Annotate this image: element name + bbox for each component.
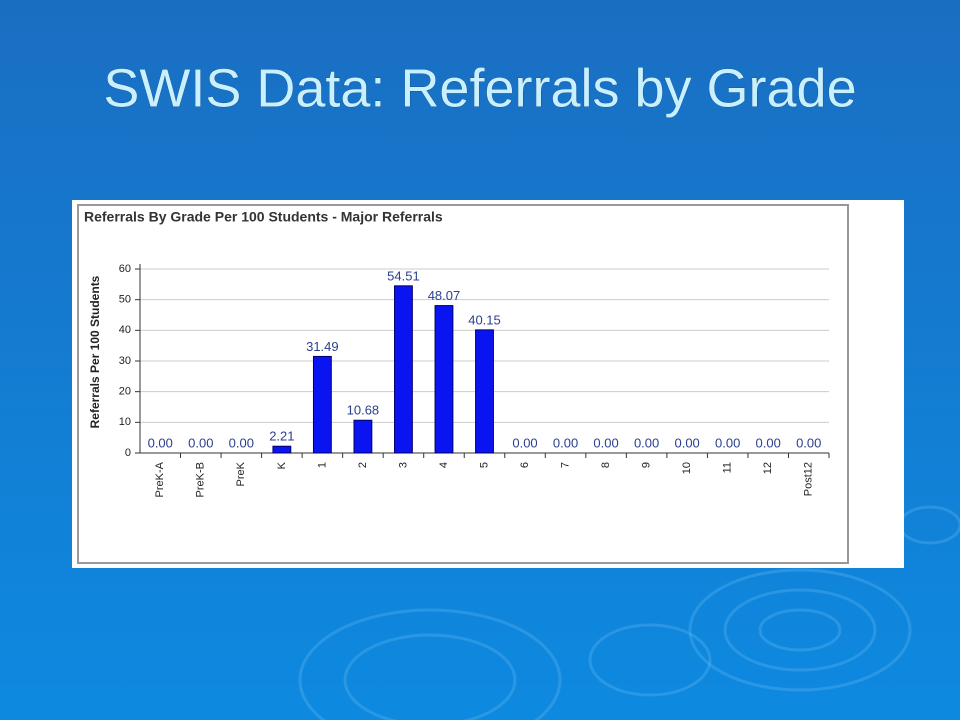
value-label: 0.00 bbox=[593, 435, 618, 450]
value-label: 31.49 bbox=[306, 339, 339, 354]
x-tick-label: 9 bbox=[641, 462, 653, 468]
value-label: 0.00 bbox=[715, 435, 740, 450]
slide-title: SWIS Data: Referrals by Grade bbox=[103, 58, 856, 118]
ripples bbox=[298, 505, 960, 725]
bar bbox=[394, 285, 413, 454]
x-tick-label: 5 bbox=[478, 462, 490, 468]
y-tick-label: 40 bbox=[119, 324, 131, 336]
value-label: 54.51 bbox=[387, 268, 420, 283]
value-label: 0.00 bbox=[148, 435, 173, 450]
y-tick-label: 10 bbox=[119, 416, 131, 428]
bar bbox=[272, 445, 292, 454]
value-label: 0.00 bbox=[674, 435, 699, 450]
value-label: 0.00 bbox=[188, 435, 213, 450]
x-tick-label: 10 bbox=[681, 462, 693, 474]
y-axis-label: Referrals Per 100 Students bbox=[88, 275, 102, 428]
bar bbox=[353, 419, 373, 454]
value-label: 0.00 bbox=[796, 435, 821, 450]
value-label: 10.68 bbox=[347, 403, 380, 418]
value-label: 0.00 bbox=[229, 435, 254, 450]
x-tick-label: PreK-B bbox=[195, 462, 207, 497]
x-tick-label: 7 bbox=[559, 462, 571, 468]
value-label: 0.00 bbox=[553, 435, 578, 450]
x-tick-label: K bbox=[276, 461, 288, 469]
value-label: 0.00 bbox=[634, 435, 659, 450]
x-tick-label: 11 bbox=[722, 462, 734, 473]
chart-frame bbox=[77, 204, 849, 564]
x-tick-label: 3 bbox=[397, 462, 409, 468]
x-tick-label: 8 bbox=[600, 462, 612, 468]
value-label: 0.00 bbox=[756, 435, 781, 450]
bar bbox=[475, 329, 494, 454]
chart-title: Referrals By Grade Per 100 Students - Ma… bbox=[84, 209, 443, 225]
y-tick-label: 30 bbox=[119, 355, 131, 367]
bar bbox=[434, 305, 454, 454]
y-tick-label: 20 bbox=[119, 386, 131, 398]
x-tick-label: PreK bbox=[235, 461, 247, 486]
value-label: 48.07 bbox=[428, 288, 461, 303]
y-tick-label: 50 bbox=[119, 294, 131, 306]
x-tick-label: 6 bbox=[519, 462, 531, 468]
x-tick-label: 2 bbox=[357, 462, 369, 468]
value-label: 2.21 bbox=[269, 429, 294, 444]
x-tick-label: Post12 bbox=[803, 462, 815, 496]
y-tick-label: 60 bbox=[119, 263, 131, 275]
x-tick-label: 12 bbox=[762, 462, 774, 474]
y-tick-label: 0 bbox=[125, 447, 131, 459]
x-tick-label: 4 bbox=[438, 462, 450, 468]
x-tick-label: PreK-A bbox=[154, 461, 166, 497]
chart: Referrals By Grade Per 100 Students - Ma… bbox=[84, 209, 830, 497]
bar bbox=[312, 355, 332, 454]
x-tick-label: 1 bbox=[316, 462, 328, 468]
value-label: 40.15 bbox=[468, 312, 501, 327]
value-label: 0.00 bbox=[512, 435, 537, 450]
